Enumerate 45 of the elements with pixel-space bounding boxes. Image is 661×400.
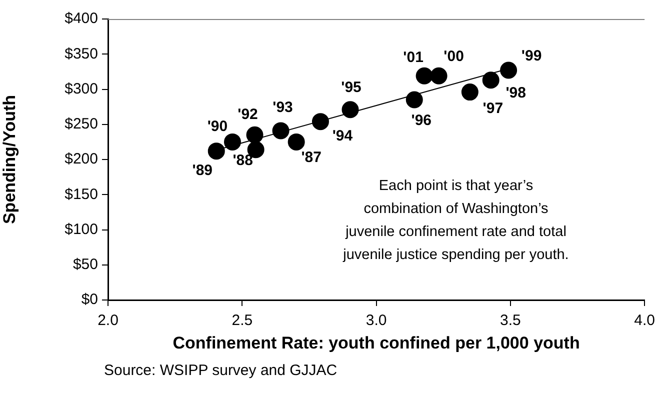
annotation: '87	[301, 149, 322, 166]
point	[406, 91, 423, 108]
y-tick-label: $300	[64, 80, 98, 98]
annotation: '01	[403, 49, 424, 66]
point	[246, 126, 264, 144]
annotation: '96	[411, 112, 432, 129]
x-tick-label: 4.0	[634, 312, 656, 330]
annotation: '99	[521, 47, 542, 64]
point	[461, 84, 478, 101]
x-tick-label: 3.5	[500, 312, 521, 330]
annotation: '88	[232, 152, 253, 169]
annotation: '92	[238, 106, 258, 124]
point	[430, 67, 448, 84]
source-note: Source: WSIPP survey and GJJAC	[104, 362, 338, 379]
point	[208, 142, 225, 160]
point	[342, 101, 359, 118]
annotation: '94	[332, 128, 354, 145]
y-tick-label: $250	[64, 116, 98, 133]
annotation: '93	[272, 98, 293, 116]
annotation: '97	[482, 100, 504, 118]
y-axis-title: Spending/Youth	[0, 94, 19, 224]
point	[272, 122, 290, 140]
annotation: '00	[444, 48, 464, 66]
point	[500, 62, 518, 79]
point	[482, 72, 500, 89]
x-tick-label: 2.0	[98, 312, 118, 330]
y-tick-label: $100	[64, 220, 98, 238]
annotation: '95	[341, 78, 362, 96]
point	[312, 113, 329, 130]
y-tick-label: $350	[64, 45, 98, 62]
annotation: '89	[192, 162, 213, 180]
x-axis-title: Confinement Rate: youth confined per 1,000 youth	[172, 333, 580, 352]
point	[288, 133, 305, 150]
y-tick-label: $150	[64, 186, 98, 203]
y-tick-label: $50	[72, 256, 98, 274]
x-tick-label: 2.5	[232, 312, 253, 330]
point	[224, 133, 241, 150]
point	[416, 67, 433, 84]
y-tick-label: $200	[64, 150, 98, 168]
y-tick-label: $0	[81, 291, 98, 308]
annotation: Each point is that year’s combination of Washington’s juvenile confinement rate and total juvenile justice spending per youth.	[340, 175, 572, 267]
y-tick-label: $400	[64, 10, 98, 28]
annotation: '90	[207, 118, 228, 136]
x-tick-label: 3.0	[366, 312, 387, 330]
annotation: '98	[506, 84, 526, 102]
